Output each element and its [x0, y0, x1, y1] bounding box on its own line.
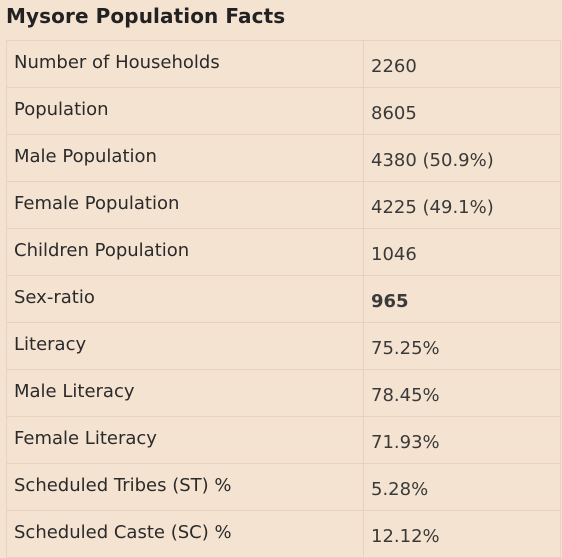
population-facts-table: Number of Households 2260 Population 860…: [6, 40, 561, 558]
row-value: 12.12%: [363, 510, 561, 558]
row-value: 1046: [363, 228, 561, 276]
row-value: 4380 (50.9%): [363, 134, 561, 182]
row-value: 8605: [363, 87, 561, 135]
row-value: 5.28%: [363, 463, 561, 511]
table-row: Male Population 4380 (50.9%): [6, 134, 561, 182]
table-row: Population 8605: [6, 87, 561, 135]
row-label: Number of Households: [6, 40, 364, 88]
row-label: Female Literacy: [6, 416, 364, 464]
table-row: Number of Households 2260: [6, 40, 561, 88]
row-label: Scheduled Caste (SC) %: [6, 510, 364, 558]
row-label: Population: [6, 87, 364, 135]
sex-ratio-value: 965: [363, 275, 561, 323]
row-label: Children Population: [6, 228, 364, 276]
table-row: Scheduled Tribes (ST) % 5.28%: [6, 463, 561, 511]
row-value: 78.45%: [363, 369, 561, 417]
table-row: Children Population 1046: [6, 228, 561, 276]
table-row: Female Population 4225 (49.1%): [6, 181, 561, 229]
row-label: Male Population: [6, 134, 364, 182]
row-value: 2260: [363, 40, 561, 88]
table-row: Male Literacy 78.45%: [6, 369, 561, 417]
row-label: Sex-ratio: [6, 275, 364, 323]
row-label: Literacy: [6, 322, 364, 370]
table-row: Literacy 75.25%: [6, 322, 561, 370]
row-value: 4225 (49.1%): [363, 181, 561, 229]
table-row: Female Literacy 71.93%: [6, 416, 561, 464]
row-value: 71.93%: [363, 416, 561, 464]
row-label: Male Literacy: [6, 369, 364, 417]
row-label: Female Population: [6, 181, 364, 229]
row-label: Scheduled Tribes (ST) %: [6, 463, 364, 511]
row-value: 75.25%: [363, 322, 561, 370]
table-row: Scheduled Caste (SC) % 12.12%: [6, 510, 561, 558]
table-row: Sex-ratio 965: [6, 275, 561, 323]
page-title: Mysore Population Facts: [6, 4, 286, 28]
